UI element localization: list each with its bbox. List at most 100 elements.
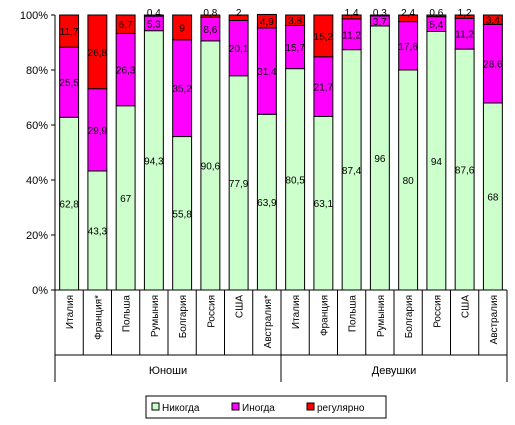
data-label: 43,3 xyxy=(88,226,108,237)
data-label: 2,4 xyxy=(401,8,415,19)
bar-segment xyxy=(115,14,136,34)
data-label: 94,3 xyxy=(144,156,164,167)
category-label: США xyxy=(461,295,472,318)
data-label: 0,6 xyxy=(429,8,443,19)
chart-axes: 0% 20% 40% 60% 80% 100% xyxy=(20,10,508,382)
data-label: 15,7 xyxy=(285,43,305,54)
category-label: Польша xyxy=(122,295,133,333)
data-label: 17,6 xyxy=(398,42,418,53)
data-label: 26,3 xyxy=(116,66,136,77)
bar-segment xyxy=(256,13,277,29)
category-label: США xyxy=(235,295,246,318)
data-label: 20,1 xyxy=(229,44,249,55)
legend-swatch xyxy=(306,402,315,411)
group-label: Девушки xyxy=(372,365,416,377)
data-label: 3,8 xyxy=(288,16,302,27)
legend-label: Никогда xyxy=(162,403,200,414)
category-label: Румыния xyxy=(376,295,387,337)
bar-segment xyxy=(369,14,390,17)
category-label: Италия xyxy=(65,295,76,329)
bar-segment xyxy=(426,14,447,18)
legend-box xyxy=(145,395,387,419)
data-label: 68 xyxy=(487,193,499,204)
category-label: Болгария xyxy=(178,295,189,338)
category-label: Польша xyxy=(348,295,359,333)
data-label: 28,6 xyxy=(483,60,503,71)
y-tick-label: 0% xyxy=(32,285,48,297)
bar-segment xyxy=(172,14,193,41)
chart-data-labels: 62,8 25,5 11,7 43,3 29,9 26,8 67 26,3 6,7 94,3 5,3… xyxy=(59,8,503,237)
bar-segment xyxy=(398,14,419,23)
data-label: 1,2 xyxy=(458,8,472,19)
y-tick-label: 80% xyxy=(26,65,48,77)
category-label: Россия xyxy=(206,295,217,328)
data-label: 15,2 xyxy=(314,32,334,43)
data-label: 26,8 xyxy=(88,48,108,59)
data-label: 55,8 xyxy=(172,209,192,220)
y-tick-label: 60% xyxy=(26,120,48,132)
bar-segment xyxy=(454,14,475,19)
data-label: 5,4 xyxy=(429,20,443,31)
data-label: 63,9 xyxy=(257,198,277,209)
data-label: 90,6 xyxy=(201,161,221,172)
category-label: Болгария xyxy=(404,295,415,338)
data-label: 62,8 xyxy=(59,200,79,211)
data-label: 3,4 xyxy=(486,16,500,27)
bar-segment xyxy=(285,14,306,26)
category-label: Италия xyxy=(291,295,302,329)
legend-swatch xyxy=(151,402,160,411)
chart-bars xyxy=(59,13,503,291)
data-label: 0,8 xyxy=(203,8,217,19)
bar-segment xyxy=(341,14,362,20)
data-label: 25,5 xyxy=(59,78,79,89)
chart-legend: Никогда Иногда регулярно xyxy=(145,395,387,419)
category-label: Россия xyxy=(432,295,443,328)
category-label: Франция xyxy=(319,295,330,336)
data-label: 31,4 xyxy=(257,67,277,78)
data-label: 96 xyxy=(374,154,386,165)
bar-segment xyxy=(87,14,108,90)
data-label: 63,1 xyxy=(314,199,334,210)
y-tick-label: 100% xyxy=(20,10,48,22)
data-label: 4,9 xyxy=(260,17,274,28)
bar-segment xyxy=(200,14,221,18)
data-label: 8,6 xyxy=(203,25,217,36)
data-label: 80 xyxy=(403,176,415,187)
data-label: 2 xyxy=(236,8,242,19)
bar-segment xyxy=(228,14,249,21)
bar-segment xyxy=(143,14,164,17)
data-label: 87,4 xyxy=(342,166,362,177)
data-label: 77,9 xyxy=(229,179,249,190)
data-label: 35,2 xyxy=(172,84,192,95)
category-label: Австралия* xyxy=(263,295,274,348)
data-label: 94 xyxy=(431,157,443,168)
data-label: 11,2 xyxy=(455,30,474,41)
legend-label: Иногда xyxy=(242,403,275,414)
category-label: Франция* xyxy=(93,295,104,340)
data-label: 5,3 xyxy=(147,19,161,30)
data-label: 0,4 xyxy=(147,8,161,19)
bar-segment xyxy=(313,14,334,58)
data-label: 3,7 xyxy=(373,17,387,28)
data-label: 29,9 xyxy=(88,126,108,137)
category-label: Румыния xyxy=(150,295,161,337)
bar-segment xyxy=(482,14,503,25)
y-tick-label: 20% xyxy=(26,230,48,242)
data-label: 0,3 xyxy=(373,8,387,19)
bar-segment xyxy=(59,14,80,48)
group-label: Юноши xyxy=(149,365,187,377)
category-label: Австралия xyxy=(489,295,500,344)
legend-swatch xyxy=(231,402,240,411)
data-label: 21,7 xyxy=(314,83,334,94)
y-tick-label: 40% xyxy=(26,175,48,187)
data-label: 6,7 xyxy=(119,20,133,31)
data-label: 80,5 xyxy=(285,175,305,186)
chart-category-labels: Италия Франция* Польша Румыния Болгария Росси… xyxy=(65,295,500,377)
data-label: 87,6 xyxy=(455,166,475,177)
data-label: 67 xyxy=(120,194,132,205)
data-label: 11,2 xyxy=(342,30,361,41)
data-label: 1,4 xyxy=(345,8,359,19)
legend-label: регулярно xyxy=(317,403,365,414)
data-label: 11,7 xyxy=(60,27,79,38)
